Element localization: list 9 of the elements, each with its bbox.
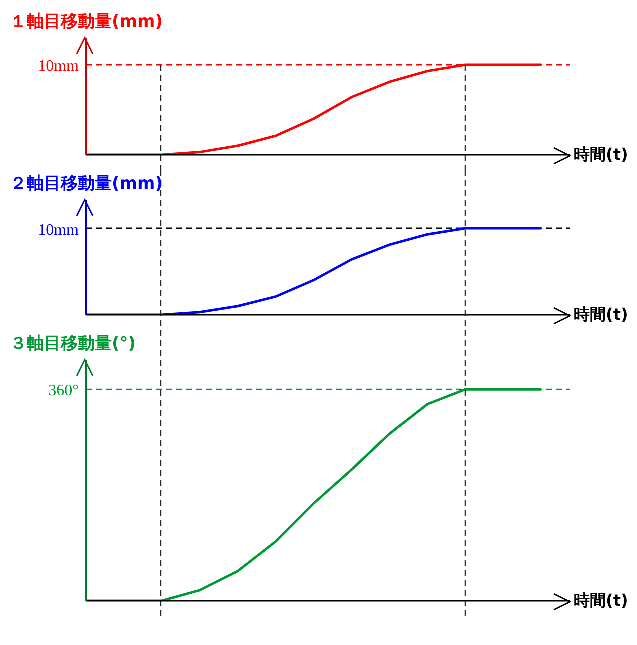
x-axis-title: 時間(t) [574, 305, 628, 326]
text: 360° [48, 382, 79, 400]
chart-title: １軸目移動量(mm) [10, 11, 163, 33]
text: 10mm [38, 222, 80, 239]
chart-title: ３軸目移動量(°) [10, 333, 136, 355]
chart-title: ２軸目移動量(mm) [10, 173, 163, 195]
x-axis-title: 時間(t) [574, 591, 628, 612]
text: 10mm [38, 58, 80, 76]
x-axis-title: 時間(t) [574, 145, 628, 166]
